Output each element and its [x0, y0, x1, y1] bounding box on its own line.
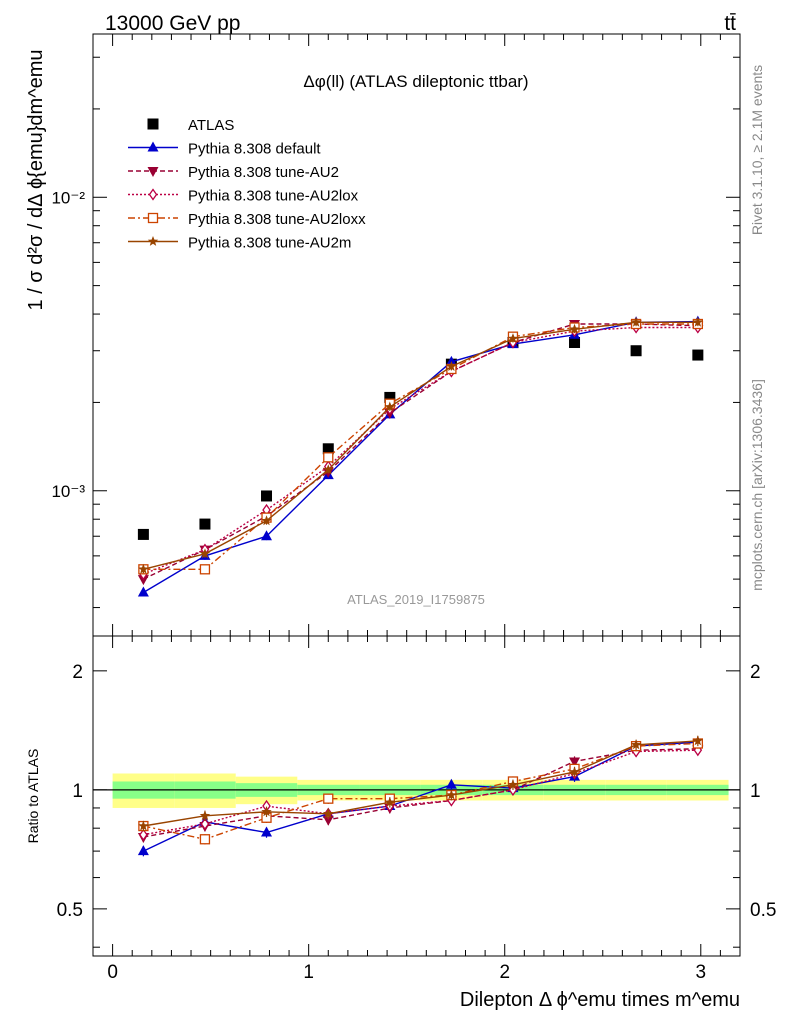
- series-line: [143, 742, 698, 841]
- x-tick-label: 2: [499, 962, 510, 983]
- data-point: [138, 563, 149, 574]
- data-point: [322, 815, 334, 826]
- y-tick-label: 0.5: [57, 900, 83, 921]
- top-y-axis-label: 1 / σ d²σ / dΔ ϕ{emu}dm^emu: [25, 50, 47, 311]
- ratio-panel: 0 1 2 3 0.5 0.5 1 1 2 2 Ratio to ATLAS Dilepton Δ…: [25, 635, 776, 1011]
- legend: ATLAS Pythia 8.308 default Pythia 8.308 tu…: [128, 117, 366, 252]
- data-point: [137, 586, 149, 597]
- data-point: [261, 806, 272, 817]
- series-line: [143, 741, 698, 852]
- series-line: [143, 749, 698, 836]
- data-point: [323, 793, 334, 804]
- data-point: [323, 808, 334, 819]
- data-point: [630, 739, 642, 750]
- legend-marker: [147, 118, 159, 130]
- series-line: [143, 740, 698, 827]
- data-point: [569, 757, 581, 768]
- ratio-y-axis-label: Ratio to ATLAS: [25, 749, 41, 844]
- data-point: [322, 443, 334, 455]
- data-point: [138, 820, 149, 831]
- y-tick-label: 10⁻³: [51, 482, 85, 501]
- y-tick-label: 1: [750, 781, 761, 802]
- top-panel: 10⁻³ 10⁻² Δφ(ll) (ATLAS dileptonic ttbar)…: [25, 33, 741, 637]
- data-point: [630, 345, 642, 357]
- data-point: [445, 355, 457, 366]
- data-point: [692, 316, 704, 327]
- data-point: [137, 528, 149, 540]
- ratio-series-layer: [137, 735, 704, 857]
- data-point: [507, 333, 519, 343]
- ratio-axis-ticks: 0 1 2 3 0.5 0.5 1 1 2 2: [57, 636, 776, 983]
- data-point: [139, 828, 148, 841]
- series-line: [143, 748, 698, 838]
- x-axis-label: Dilepton Δ ϕ^emu times m^emu: [460, 989, 740, 1011]
- series-line: [143, 320, 698, 594]
- y-tick-label: 2: [750, 662, 761, 683]
- x-tick-label: 1: [303, 962, 314, 983]
- legend-label: Pythia 8.308 tune-AU2lox: [188, 188, 359, 205]
- data-point: [446, 789, 457, 800]
- data-point: [692, 349, 704, 361]
- data-point: [384, 391, 396, 403]
- mcplots-label: mcplots.cern.ch [arXiv:1306.3436]: [749, 379, 765, 591]
- data-point: [261, 826, 273, 837]
- analysis-watermark: ATLAS_2019_I1759875: [347, 592, 485, 607]
- top-axis-ticks: 10⁻³ 10⁻²: [51, 34, 741, 636]
- data-point: [199, 518, 211, 530]
- data-point: [569, 323, 580, 334]
- header-energy-label: 13000 GeV pp: [105, 12, 240, 35]
- data-point: [200, 817, 210, 831]
- data-point: [261, 490, 273, 502]
- rivet-version-label: Rivet 3.1.10, ≥ 2.1M events: [749, 65, 765, 235]
- legend-label: Pythia 8.308 tune-AU2loxx: [188, 211, 366, 228]
- data-point: [323, 464, 334, 475]
- legend-marker: [147, 212, 159, 224]
- data-point: [261, 530, 273, 541]
- legend-marker: [148, 188, 158, 201]
- legend-label: ATLAS: [188, 117, 234, 134]
- top-series-layer: [137, 315, 704, 597]
- series-line: [143, 321, 698, 570]
- ratio-panel-frame: [92, 635, 741, 957]
- data-point: [569, 337, 581, 349]
- x-tick-label: 3: [695, 962, 706, 983]
- data-point: [384, 401, 396, 412]
- x-tick-label: 0: [107, 962, 118, 983]
- data-point: [199, 548, 211, 559]
- y-tick-label: 2: [72, 662, 83, 683]
- data-point: [507, 779, 519, 790]
- data-point: [199, 810, 211, 821]
- data-point: [323, 452, 334, 463]
- data-point: [692, 735, 704, 746]
- series-line: [143, 323, 698, 570]
- data-point: [199, 564, 211, 575]
- y-tick-label: 1: [72, 781, 83, 802]
- legend-marker: [147, 236, 159, 246]
- series-line: [143, 326, 698, 575]
- legend-label: Pythia 8.308 tune-AU2: [188, 164, 339, 181]
- legend-marker: [147, 141, 159, 152]
- data-point: [446, 361, 457, 371]
- data-point: [384, 796, 396, 807]
- header-process-label: tt̄: [724, 12, 736, 35]
- y-tick-label: 0.5: [750, 900, 776, 921]
- y-tick-label: 10⁻²: [51, 188, 85, 207]
- data-point: [445, 778, 457, 789]
- plot-title: Δφ(ll) (ATLAS dileptonic ttbar): [303, 72, 528, 91]
- data-point: [199, 834, 211, 845]
- data-point: [630, 316, 642, 327]
- legend-label: Pythia 8.308 default: [188, 141, 321, 158]
- legend-label: Pythia 8.308 tune-AU2m: [188, 235, 351, 252]
- data-point: [261, 515, 272, 526]
- data-point: [137, 845, 149, 856]
- series-line: [143, 323, 698, 580]
- legend-marker: [147, 167, 159, 177]
- data-point: [569, 766, 580, 777]
